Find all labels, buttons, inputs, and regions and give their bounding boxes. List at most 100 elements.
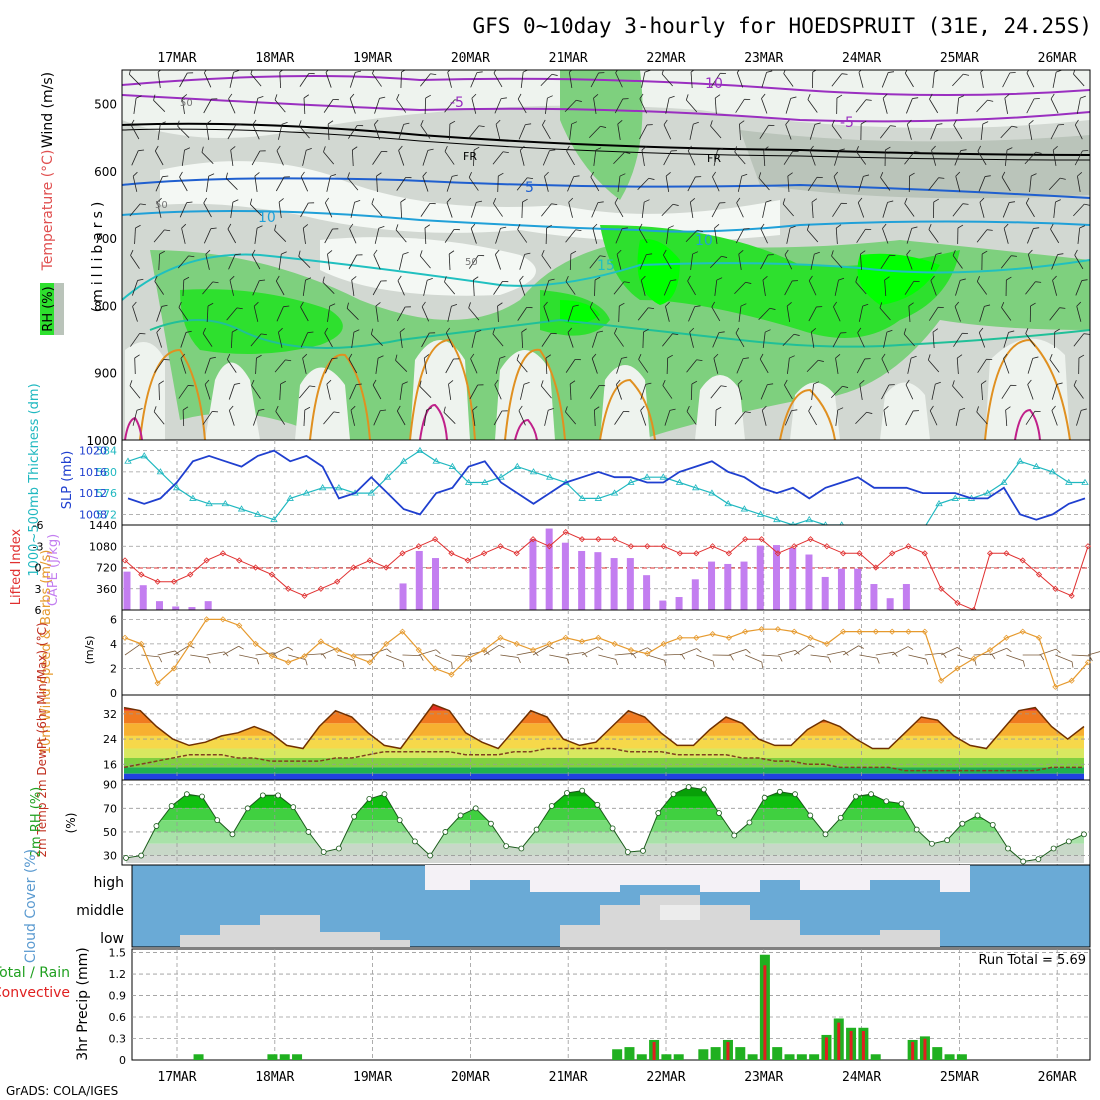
lifted-index-marker [285,585,292,592]
wind-barb-flag [831,250,834,257]
wind-barb [641,146,647,166]
wind10m-marker [366,659,373,666]
wind-barb-flag [372,70,376,74]
wind-barb-flag [1083,333,1090,335]
wind10m-barb [712,654,734,661]
wind-barb [784,249,793,270]
wind-barb-staff [808,280,817,296]
wind-barb-flag [501,97,507,100]
thickness-marker [124,457,132,464]
wind-barb-staff [763,149,766,167]
wind-barb [545,95,553,114]
lifted-index-marker [415,543,422,550]
wind-barb-staff [833,176,840,192]
wind-barb [903,328,915,347]
lifted-index-marker [774,550,781,557]
wind-barb-flag [547,95,553,99]
wind-barb-staff [711,306,721,322]
wind-barb-flag [760,223,765,229]
thickness-marker [448,462,457,469]
wind-barb-staff [782,203,794,217]
wind-barb [182,406,189,427]
wind10m-marker [823,640,830,647]
wind-barb [785,96,797,114]
isotherm-label: 10 [695,233,713,249]
wind-barb-staff [1050,124,1059,140]
wind-barb-staff [326,176,331,192]
wind-barb-staff [468,307,480,321]
wind-barb [134,354,140,375]
wind-barb-flag [927,354,931,361]
wind-barb [690,380,698,401]
wind-barb-staff [446,176,453,192]
wind-barb-staff [1075,280,1083,296]
wind-barb-staff [593,150,597,166]
wind-barb-flag [930,275,935,281]
wind-barb-staff [153,100,166,112]
wind-barb-flag [960,278,966,281]
lifted-index-marker [529,536,537,543]
wind-barb-staff [686,99,698,113]
wind-barb [445,327,454,348]
wind-barb-staff [811,201,814,219]
wind10m-barb [598,654,618,666]
wind-barb [786,225,796,244]
rh2m-marker [1081,831,1087,838]
wind-barb [540,380,552,399]
wind-barb-flag [1034,98,1040,100]
wind-barb-flag [713,353,719,359]
wind10m-barb-flag [534,651,539,657]
wind-barb-staff [422,150,429,166]
thickness-marker [773,515,781,523]
wind10m-barb-flag [779,656,783,662]
wind-barb [808,306,823,322]
wind-barb [855,411,873,425]
lifted-index-marker [1019,557,1026,564]
wind-barb-staff [397,280,405,296]
wind-barb-flag [933,198,939,203]
wind-barb-staff [279,383,282,401]
wind-barb-flag [1027,379,1032,385]
wind-barb [735,327,745,348]
wind-barb [303,406,311,427]
wind10m-barb-staff [647,654,665,661]
wind-barb-staff [230,331,233,349]
wind-barb [737,173,748,192]
thickness-marker [578,494,586,501]
wind10m-barbs [124,644,1100,669]
wind-barb-flag [623,281,630,283]
wind-barb [472,276,479,297]
wind-barb [952,73,970,87]
wind-barb [638,223,648,244]
wind-barb-flag [371,198,375,205]
wind-barb [443,406,456,424]
wind-barb [423,278,433,296]
wind-barb [928,224,939,243]
wind10m-barb-staff [483,644,500,656]
wind10m-barb [271,646,294,656]
wind-barb-staff [179,176,188,192]
wind-barb [1049,307,1066,321]
rh2m-marker [320,849,327,855]
wind-barb [544,408,554,426]
wind-barb-staff [398,124,405,140]
wind-barb-staff [880,177,891,191]
rh2m-marker [792,791,798,798]
wind10m-barb [1038,648,1061,656]
rh2m-marker [837,814,844,821]
wind-barb-staff [883,410,887,426]
wind-barb [400,70,407,89]
wind-barb-flag [303,94,310,99]
wind10m-marker [938,677,945,684]
date-axis-top: 17MAR 18MAR 19MAR 20MAR 21MAR 22MAR 23MAR 24MAR… [157,51,1077,66]
cape-bar [902,584,910,610]
precip-convective-bar [861,1030,865,1060]
wind-barb-flag [984,304,991,307]
wind-barb-flag [860,120,867,125]
wind10m-marker [578,638,586,645]
wind-barb-flag [136,408,143,411]
wind10m-barb-flag [435,649,441,654]
wind-barb [564,99,582,113]
wind-barb [132,171,138,192]
wind-barb-flag [935,252,942,255]
